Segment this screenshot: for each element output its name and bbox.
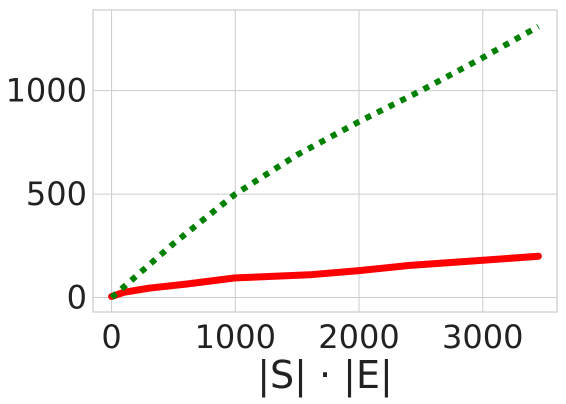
y-tick-label: 0: [67, 279, 87, 317]
y-tick-label: 500: [26, 175, 87, 213]
solid-red-series-line: [108, 252, 542, 300]
x-tick-label: 3000: [442, 318, 523, 356]
x-axis-label: |S| · |E|: [257, 353, 393, 398]
series-group: [108, 23, 542, 300]
y-tick-label: 1000: [6, 72, 87, 110]
dotted-green-series-line: [109, 23, 540, 300]
x-tick-label: 2000: [318, 318, 399, 356]
x-tick-label: 1000: [195, 318, 276, 356]
plot-frame: [92, 9, 558, 313]
tick-labels: 0 1000 2000 3000 0 500 1000: [6, 72, 524, 356]
x-tick-label: 0: [101, 318, 121, 356]
